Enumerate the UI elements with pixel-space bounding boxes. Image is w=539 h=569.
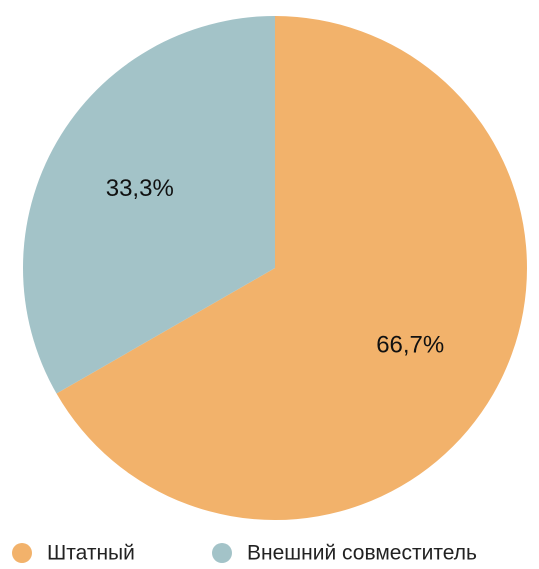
data-label: 33,3% xyxy=(106,175,174,202)
data-label: 66,7% xyxy=(376,332,444,359)
legend-label: Внешний совместитель xyxy=(247,542,477,565)
pie-slice xyxy=(56,16,528,520)
legend-marker xyxy=(12,543,32,563)
legend-label: Штатный xyxy=(47,542,135,565)
pie-slice xyxy=(22,16,275,394)
legend-marker xyxy=(212,543,232,563)
